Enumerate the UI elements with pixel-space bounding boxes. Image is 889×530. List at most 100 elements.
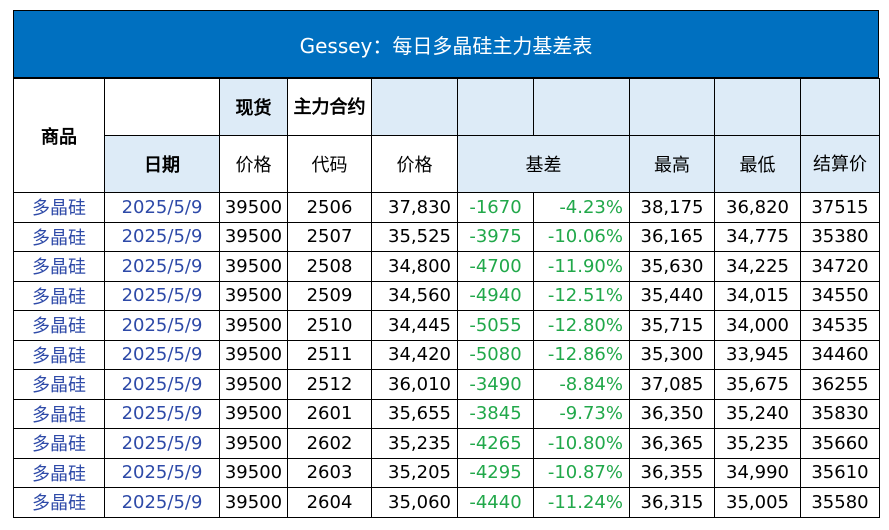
header-low: 最低 bbox=[714, 135, 801, 193]
cell-low: 35,675 bbox=[714, 369, 801, 400]
cell-high: 36,355 bbox=[629, 457, 715, 488]
header-contract-price: 价格 bbox=[371, 135, 458, 193]
header-blank-5 bbox=[629, 78, 715, 136]
cell-basis-pct: -11.24% bbox=[533, 487, 630, 518]
cell-settle: 35830 bbox=[800, 398, 880, 429]
cell-low: 34,000 bbox=[714, 310, 801, 341]
cell-high: 35,440 bbox=[629, 280, 715, 311]
cell-settle: 35380 bbox=[800, 221, 880, 252]
table-row: 多晶硅 2025/5/9 39500 2510 34,445 -5055 -12.80% 35… bbox=[13, 310, 880, 341]
cell-settle: 34550 bbox=[800, 280, 880, 311]
cell-high: 36,165 bbox=[629, 221, 715, 252]
cell-settle: 34535 bbox=[800, 310, 880, 341]
cell-low: 34,990 bbox=[714, 457, 801, 488]
table-title: Gessey：每日多晶硅主力基差表 bbox=[13, 10, 879, 78]
cell-high: 37,085 bbox=[629, 369, 715, 400]
table-row: 多晶硅 2025/5/9 39500 2602 35,235 -4265 -10.80% 36… bbox=[13, 428, 880, 459]
cell-basis: -3490 bbox=[457, 369, 534, 400]
cell-date: 2025/5/9 bbox=[104, 280, 220, 311]
cell-contract-price: 36,010 bbox=[371, 369, 458, 400]
cell-product: 多晶硅 bbox=[13, 251, 105, 282]
cell-contract-code: 2511 bbox=[287, 339, 372, 370]
header-date: 日期 bbox=[104, 135, 220, 193]
header-contract-code: 代码 bbox=[287, 135, 372, 193]
cell-low: 35,005 bbox=[714, 487, 801, 518]
cell-basis-pct: -10.80% bbox=[533, 428, 630, 459]
cell-product: 多晶硅 bbox=[13, 457, 105, 488]
header-high: 最高 bbox=[629, 135, 715, 193]
cell-basis: -4295 bbox=[457, 457, 534, 488]
cell-basis-pct: -12.51% bbox=[533, 280, 630, 311]
cell-date: 2025/5/9 bbox=[104, 457, 220, 488]
cell-contract-code: 2507 bbox=[287, 221, 372, 252]
cell-basis-pct: -9.73% bbox=[533, 398, 630, 429]
cell-spot-price: 39500 bbox=[219, 457, 288, 488]
header-spot: 现货 bbox=[219, 78, 288, 136]
cell-basis-pct: -12.80% bbox=[533, 310, 630, 341]
cell-product: 多晶硅 bbox=[13, 369, 105, 400]
cell-high: 36,350 bbox=[629, 398, 715, 429]
cell-settle: 37515 bbox=[800, 192, 880, 223]
cell-basis: -4440 bbox=[457, 487, 534, 518]
cell-contract-code: 2604 bbox=[287, 487, 372, 518]
cell-spot-price: 39500 bbox=[219, 251, 288, 282]
cell-contract-price: 35,655 bbox=[371, 398, 458, 429]
cell-contract-code: 2601 bbox=[287, 398, 372, 429]
cell-low: 36,820 bbox=[714, 192, 801, 223]
cell-basis-pct: -10.87% bbox=[533, 457, 630, 488]
header-blank-3 bbox=[457, 78, 534, 136]
cell-contract-code: 2509 bbox=[287, 280, 372, 311]
cell-contract-price: 35,525 bbox=[371, 221, 458, 252]
cell-product: 多晶硅 bbox=[13, 487, 105, 518]
cell-low: 35,235 bbox=[714, 428, 801, 459]
table-row: 多晶硅 2025/5/9 39500 2601 35,655 -3845 -9.73% 36,… bbox=[13, 398, 880, 429]
header-blank-2 bbox=[371, 78, 458, 136]
table-row: 多晶硅 2025/5/9 39500 2509 34,560 -4940 -12.51% 35… bbox=[13, 280, 880, 311]
cell-date: 2025/5/9 bbox=[104, 398, 220, 429]
header-blank-7 bbox=[800, 78, 880, 136]
header-blank-4 bbox=[533, 78, 630, 136]
cell-settle: 34460 bbox=[800, 339, 880, 370]
cell-contract-price: 34,445 bbox=[371, 310, 458, 341]
cell-contract-price: 35,060 bbox=[371, 487, 458, 518]
table-row: 多晶硅 2025/5/9 39500 2604 35,060 -4440 -11.24% 36… bbox=[13, 487, 880, 518]
cell-basis-pct: -8.84% bbox=[533, 369, 630, 400]
header-product: 商品 bbox=[13, 78, 105, 193]
table-row: 多晶硅 2025/5/9 39500 2511 34,420 -5080 -12.86% 35… bbox=[13, 339, 880, 370]
header-basis: 基差 bbox=[457, 135, 630, 193]
header-blank-6 bbox=[714, 78, 801, 136]
cell-contract-price: 35,205 bbox=[371, 457, 458, 488]
cell-contract-code: 2506 bbox=[287, 192, 372, 223]
header-settle: 结算价 bbox=[800, 135, 880, 193]
cell-contract-code: 2603 bbox=[287, 457, 372, 488]
table-row: 多晶硅 2025/5/9 39500 2508 34,800 -4700 -11.90% 35… bbox=[13, 251, 880, 282]
cell-contract-price: 34,420 bbox=[371, 339, 458, 370]
cell-contract-code: 2510 bbox=[287, 310, 372, 341]
cell-spot-price: 39500 bbox=[219, 221, 288, 252]
cell-settle: 35660 bbox=[800, 428, 880, 459]
cell-basis: -1670 bbox=[457, 192, 534, 223]
cell-low: 34,015 bbox=[714, 280, 801, 311]
cell-high: 38,175 bbox=[629, 192, 715, 223]
cell-basis-pct: -10.06% bbox=[533, 221, 630, 252]
basis-table-container: Gessey：每日多晶硅主力基差表 商品 现货 主力合约 日期 价格 bbox=[13, 10, 880, 518]
cell-contract-price: 35,235 bbox=[371, 428, 458, 459]
cell-high: 36,315 bbox=[629, 487, 715, 518]
cell-basis-pct: -4.23% bbox=[533, 192, 630, 223]
cell-date: 2025/5/9 bbox=[104, 339, 220, 370]
cell-product: 多晶硅 bbox=[13, 398, 105, 429]
table-row: 多晶硅 2025/5/9 39500 2603 35,205 -4295 -10.87% 36… bbox=[13, 457, 880, 488]
cell-settle: 35580 bbox=[800, 487, 880, 518]
cell-product: 多晶硅 bbox=[13, 428, 105, 459]
cell-date: 2025/5/9 bbox=[104, 192, 220, 223]
cell-spot-price: 39500 bbox=[219, 487, 288, 518]
cell-spot-price: 39500 bbox=[219, 280, 288, 311]
cell-high: 35,715 bbox=[629, 310, 715, 341]
cell-settle: 34720 bbox=[800, 251, 880, 282]
cell-date: 2025/5/9 bbox=[104, 369, 220, 400]
header-spot-price: 价格 bbox=[219, 135, 288, 193]
cell-contract-price: 34,560 bbox=[371, 280, 458, 311]
cell-date: 2025/5/9 bbox=[104, 487, 220, 518]
cell-basis: -4940 bbox=[457, 280, 534, 311]
cell-contract-price: 34,800 bbox=[371, 251, 458, 282]
